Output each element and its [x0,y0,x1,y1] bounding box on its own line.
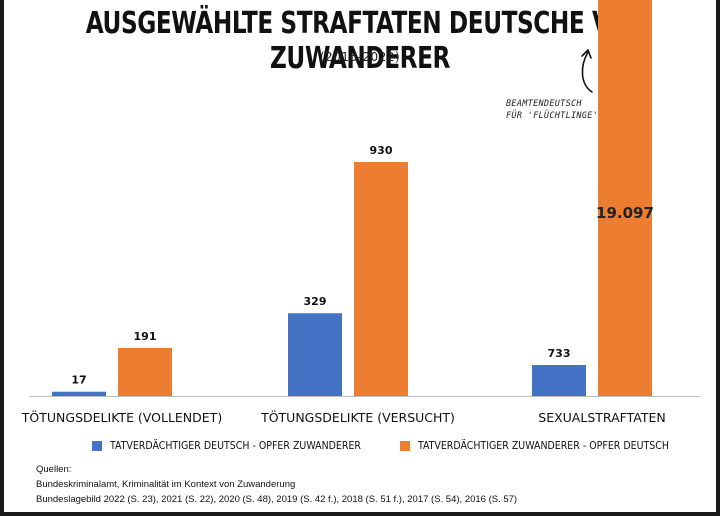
data-label: 930 [370,144,393,157]
sources-note: Quellen: Bundeskriminalamt, Kriminalität… [36,462,517,507]
category-label: TÖTUNGSDELIKTE (VOLLENDET) [21,409,222,425]
legend-swatch-orange [400,441,410,451]
data-label: 19.097 [596,204,654,222]
legend-item-blue: TATVERDÄCHTIGER DEUTSCH - OPFER ZUWANDER… [92,440,361,452]
bar-blue [52,391,106,396]
chart-title: AUSGEWÄHLTE STRAFTATEN DEUTSCHE VS. ZUWA… [85,6,635,76]
frame-edge-right [716,0,720,516]
bar-orange [598,0,652,396]
frame-edge-left [0,0,4,516]
data-label: 733 [548,347,571,360]
data-label: 191 [134,330,157,343]
data-label: 17 [71,374,86,387]
handwritten-annotation: BEAMTENDEUTSCH FÜR 'FLÜCHTLINGE' [506,98,626,122]
sources-line: Bundeskriminalamt, Kriminalität im Konte… [36,479,296,490]
legend-label: TATVERDÄCHTIGER ZUWANDERER - OPFER DEUTS… [418,440,669,452]
category-label: TÖTUNGSDELIKTE (VERSUCHT) [260,409,455,425]
curved-arrow-icon [581,49,593,93]
annotation-line: FÜR 'FLÜCHTLINGE' [506,111,599,121]
bar-chart: 17 191 TÖTUNGSDELIKTE (VOLLENDET) 329 930 TÖT… [21,0,700,425]
sources-heading: Quellen: [36,464,72,475]
bar-blue [288,313,342,396]
legend-label: TATVERDÄCHTIGER DEUTSCH - OPFER ZUWANDER… [110,440,361,452]
data-label: 329 [304,295,327,308]
legend-swatch-blue [92,441,102,451]
bar-orange [354,162,408,396]
chart-subtitle: (2016-2022) [319,50,401,64]
annotation-line: BEAMTENDEUTSCH [506,99,582,109]
sources-line: Bundeslagebild 2022 (S. 23), 2021 (S. 22… [36,494,518,505]
legend-item-orange: TATVERDÄCHTIGER ZUWANDERER - OPFER DEUTS… [400,440,669,452]
frame-edge-bottom [0,512,720,516]
category-label: SEXUALSTRAFTATEN [538,410,665,425]
bar-blue [532,365,586,396]
bar-orange [118,347,172,396]
